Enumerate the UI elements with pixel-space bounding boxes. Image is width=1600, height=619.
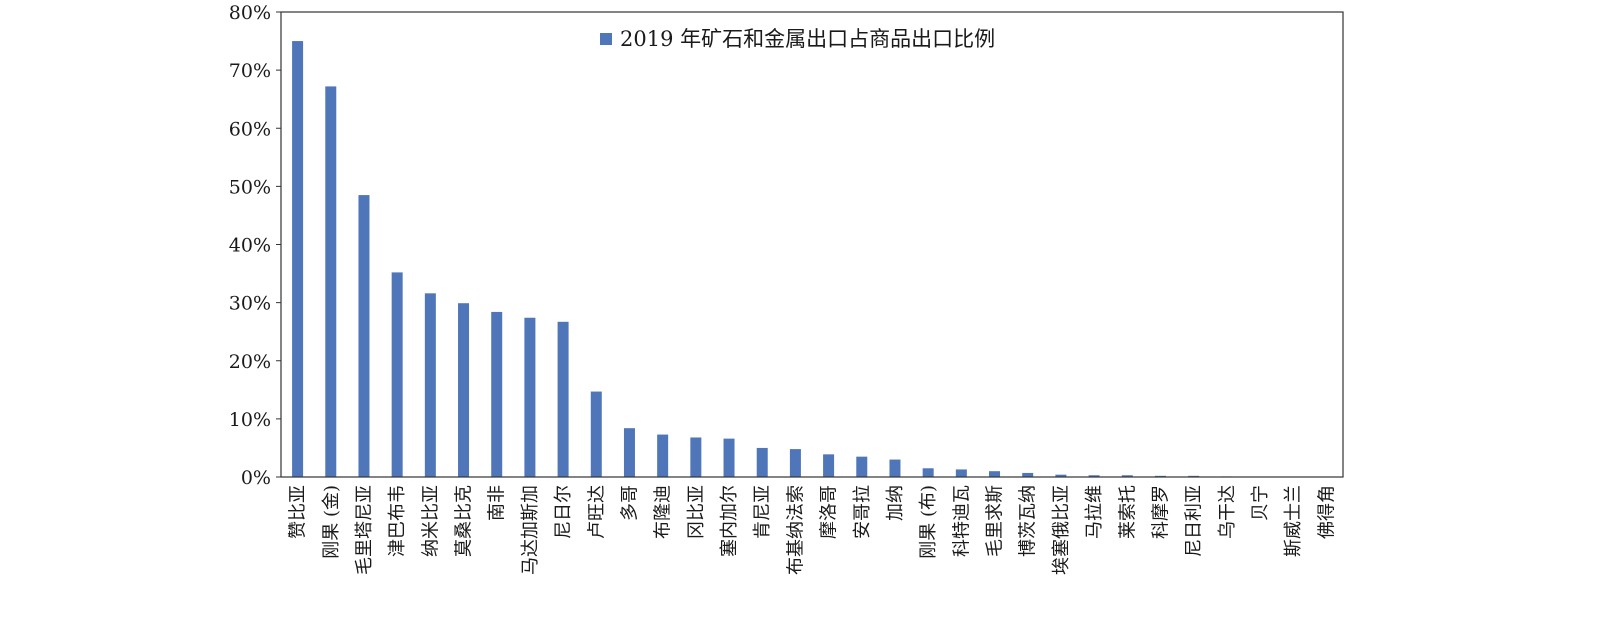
bar [1121, 475, 1133, 477]
x-tick-label: 马达加斯加 [520, 485, 541, 575]
legend-swatch [600, 33, 612, 45]
bar [458, 303, 470, 477]
x-tick-label: 科摩罗 [1150, 485, 1171, 539]
plot-area-frame [280, 11, 1344, 478]
x-tick-label: 马拉维 [1084, 485, 1105, 539]
bar-series [292, 41, 1332, 478]
legend-label: 2019 年矿石和金属出口占商品出口比例 [620, 27, 995, 51]
x-tick-label: 加纳 [885, 485, 906, 521]
bar [358, 195, 370, 477]
x-tick-label: 肯尼亚 [752, 485, 773, 539]
bar [1088, 475, 1100, 477]
legend: 2019 年矿石和金属出口占商品出口比例 [600, 27, 995, 51]
x-tick-label: 冈比亚 [686, 485, 707, 539]
bar [657, 434, 669, 477]
y-tick-label: 20% [229, 351, 271, 373]
x-tick-label: 刚果 (布) [918, 485, 939, 559]
x-tick-label: 毛里塔尼亚 [354, 485, 375, 575]
x-tick-label: 科特迪瓦 [951, 485, 972, 557]
y-axis-ticks: 0% 10% 20% 30% 40% 50% 60% 70% 80% [229, 2, 281, 489]
x-axis-labels: 赞比亚 刚果 (金) 毛里塔尼亚 津巴布韦 纳米比亚 莫桑比克 南非 马达加斯加 尼日尔 卢旺达多… [288, 485, 1338, 575]
bar [723, 438, 735, 477]
x-tick-label: 尼日尔 [553, 485, 574, 539]
bar [889, 459, 901, 477]
x-tick-label: 乌干达 [1217, 485, 1238, 539]
x-tick-label: 莱索托 [1117, 485, 1138, 539]
bar [491, 311, 503, 477]
y-tick-label: 70% [229, 60, 271, 82]
bar [424, 293, 436, 477]
bar [789, 449, 801, 477]
bar [989, 471, 1001, 477]
x-tick-label: 刚果 (金) [321, 485, 342, 559]
bar [1055, 474, 1067, 477]
x-tick-label: 卢旺达 [586, 485, 607, 539]
bar [557, 321, 569, 477]
bar [590, 391, 602, 477]
y-tick-label: 50% [229, 176, 271, 198]
x-tick-label: 斯威士兰 [1283, 485, 1304, 557]
bar [823, 454, 835, 477]
y-tick-label: 80% [229, 2, 271, 24]
x-tick-label: 赞比亚 [288, 485, 309, 539]
bar [756, 447, 768, 477]
bar [325, 86, 337, 478]
x-tick-label: 摩洛哥 [819, 485, 840, 539]
x-tick-label: 博茨瓦纳 [1018, 485, 1039, 557]
y-tick-label: 30% [229, 293, 271, 315]
y-tick-label: 60% [229, 118, 271, 140]
bar [922, 468, 934, 477]
bar [524, 317, 536, 477]
x-tick-label: 纳米比亚 [420, 485, 441, 557]
x-tick-label: 安哥拉 [852, 485, 873, 539]
y-tick-label: 40% [229, 235, 271, 257]
x-tick-label: 莫桑比克 [454, 485, 475, 557]
x-tick-label: 尼日利亚 [1184, 485, 1205, 557]
x-tick-label: 多哥 [619, 485, 640, 521]
bar [1022, 472, 1034, 477]
bar [955, 469, 967, 477]
x-tick-label: 埃塞俄比亚 [1051, 485, 1072, 575]
bar [391, 272, 403, 477]
y-tick-label: 0% [241, 467, 271, 489]
bar [623, 428, 635, 477]
y-tick-label: 10% [229, 409, 271, 431]
x-tick-label: 塞内加尔 [719, 485, 740, 557]
bar [292, 41, 304, 477]
bar [690, 437, 702, 477]
x-tick-label: 佛得角 [1316, 485, 1337, 539]
x-tick-label: 贝宁 [1250, 485, 1271, 521]
x-tick-label: 布隆迪 [653, 485, 674, 539]
x-tick-label: 南非 [487, 485, 508, 521]
bar [856, 456, 868, 477]
x-tick-label: 津巴布韦 [387, 485, 408, 557]
x-tick-label: 布基纳法索 [785, 485, 806, 575]
x-tick-label: 毛里求斯 [985, 485, 1006, 557]
